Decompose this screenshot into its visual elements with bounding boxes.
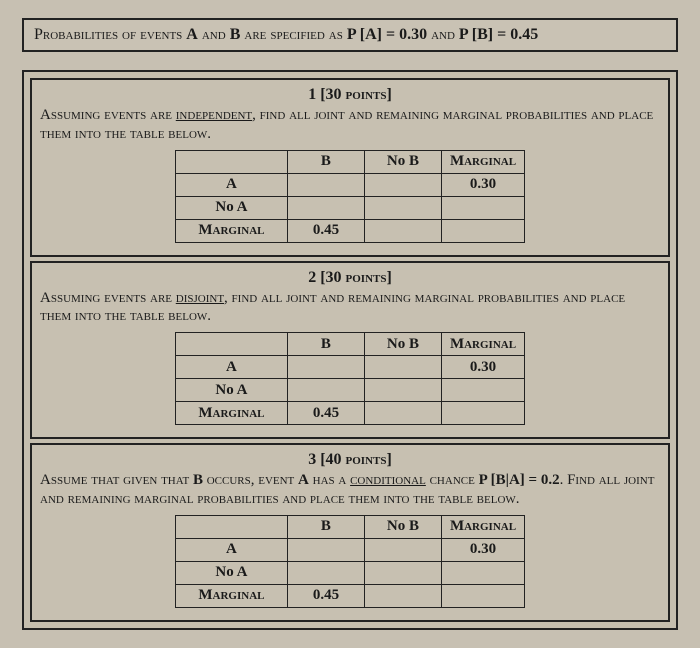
t2-m-b: 0.45	[287, 402, 364, 425]
header-box: Probabilities of events A and B are spec…	[22, 18, 678, 52]
t2-col-nob: No B	[364, 333, 441, 356]
t3-a-m: 0.30	[441, 538, 524, 561]
section-1-title: 1 [30 points]	[40, 86, 660, 104]
t2-col-marg: Marginal	[441, 333, 524, 356]
t1-col-marg: Marginal	[441, 150, 524, 173]
t1-a-b	[287, 173, 364, 196]
sec3-num: 3	[308, 451, 316, 468]
sec3-t4: chance	[426, 472, 479, 488]
sec1-keyword: independent	[176, 107, 252, 123]
section-1-body: Assuming events are independent, find al…	[40, 106, 660, 144]
section-1: 1 [30 points] Assuming events are indepe…	[30, 78, 670, 257]
t3-a-b	[287, 538, 364, 561]
t3-noa-b	[287, 561, 364, 584]
t1-noa-b	[287, 196, 364, 219]
t1-row-marg: Marginal	[175, 219, 287, 242]
page-frame: 1 [30 points] Assuming events are indepe…	[22, 70, 678, 630]
t1-noa-m	[441, 196, 524, 219]
sec1-pre: Assuming events are	[40, 107, 176, 123]
section-2: 2 [30 points] Assuming events are disjoi…	[30, 261, 670, 440]
t3-m-m	[441, 584, 524, 607]
t1-m-nob	[364, 219, 441, 242]
section-2-body: Assuming events are disjoint, find all j…	[40, 289, 660, 327]
t3-col-b: B	[287, 515, 364, 538]
t2-m-nob	[364, 402, 441, 425]
sec3-PBA: P [B|A] = 0.2	[479, 472, 560, 488]
t2-m-m	[441, 402, 524, 425]
sec2-keyword: disjoint	[176, 290, 224, 306]
t1-noa-nob	[364, 196, 441, 219]
t2-noa-b	[287, 379, 364, 402]
t2-noa-nob	[364, 379, 441, 402]
sec1-num: 1	[308, 86, 316, 103]
t2-noa-m	[441, 379, 524, 402]
t1-col-nob: No B	[364, 150, 441, 173]
t2-row-marg: Marginal	[175, 402, 287, 425]
t1-m-b: 0.45	[287, 219, 364, 242]
t3-col-marg: Marginal	[441, 515, 524, 538]
t3-col-nob: No B	[364, 515, 441, 538]
t3-corner	[175, 515, 287, 538]
sec3-t3: has a	[309, 472, 350, 488]
t1-row-a: A	[175, 173, 287, 196]
sec3-A: A	[298, 472, 309, 488]
t2-a-nob	[364, 356, 441, 379]
t3-row-marg: Marginal	[175, 584, 287, 607]
t3-noa-m	[441, 561, 524, 584]
t2-corner	[175, 333, 287, 356]
section-3-title: 3 [40 points]	[40, 451, 660, 469]
t3-m-nob	[364, 584, 441, 607]
header-PA: P [A] = 0.30	[347, 26, 427, 43]
table-1: B No B Marginal A 0.30 No A Marginal 0.4…	[175, 150, 525, 243]
t1-a-nob	[364, 173, 441, 196]
sec2-pre: Assuming events are	[40, 290, 176, 306]
sec2-num: 2	[308, 269, 316, 286]
section-2-title: 2 [30 points]	[40, 269, 660, 287]
header-B: B	[230, 26, 241, 43]
t2-col-b: B	[287, 333, 364, 356]
sec3-B: B	[193, 472, 203, 488]
t3-row-a: A	[175, 538, 287, 561]
header-text-4: and	[431, 26, 459, 43]
sec3-pts: [40 points]	[320, 451, 392, 468]
sec2-pts: [30 points]	[320, 269, 392, 286]
sec3-t2: occurs, event	[203, 472, 298, 488]
t3-a-nob	[364, 538, 441, 561]
t1-col-b: B	[287, 150, 364, 173]
t2-row-a: A	[175, 356, 287, 379]
section-3-body: Assume that given that B occurs, event A…	[40, 471, 660, 509]
table-2: B No B Marginal A 0.30 No A Marginal 0.4…	[175, 332, 525, 425]
t3-row-noa: No A	[175, 561, 287, 584]
sec3-t1: Assume that given that	[40, 472, 193, 488]
section-3: 3 [40 points] Assume that given that B o…	[30, 443, 670, 622]
t3-m-b: 0.45	[287, 584, 364, 607]
header-A: A	[186, 26, 198, 43]
t1-a-m: 0.30	[441, 173, 524, 196]
t1-corner	[175, 150, 287, 173]
sec3-keyword: conditional	[350, 472, 426, 488]
sec1-pts: [30 points]	[320, 86, 392, 103]
t1-row-noa: No A	[175, 196, 287, 219]
header-PB: P [B] = 0.45	[459, 26, 538, 43]
t2-a-m: 0.30	[441, 356, 524, 379]
header-text-1: Probabilities of events	[34, 26, 186, 43]
t1-m-m	[441, 219, 524, 242]
header-text-2: and	[202, 26, 230, 43]
header-text-3: are specified as	[244, 26, 346, 43]
t2-a-b	[287, 356, 364, 379]
t3-noa-nob	[364, 561, 441, 584]
table-3: B No B Marginal A 0.30 No A Marginal 0.4…	[175, 515, 525, 608]
t2-row-noa: No A	[175, 379, 287, 402]
